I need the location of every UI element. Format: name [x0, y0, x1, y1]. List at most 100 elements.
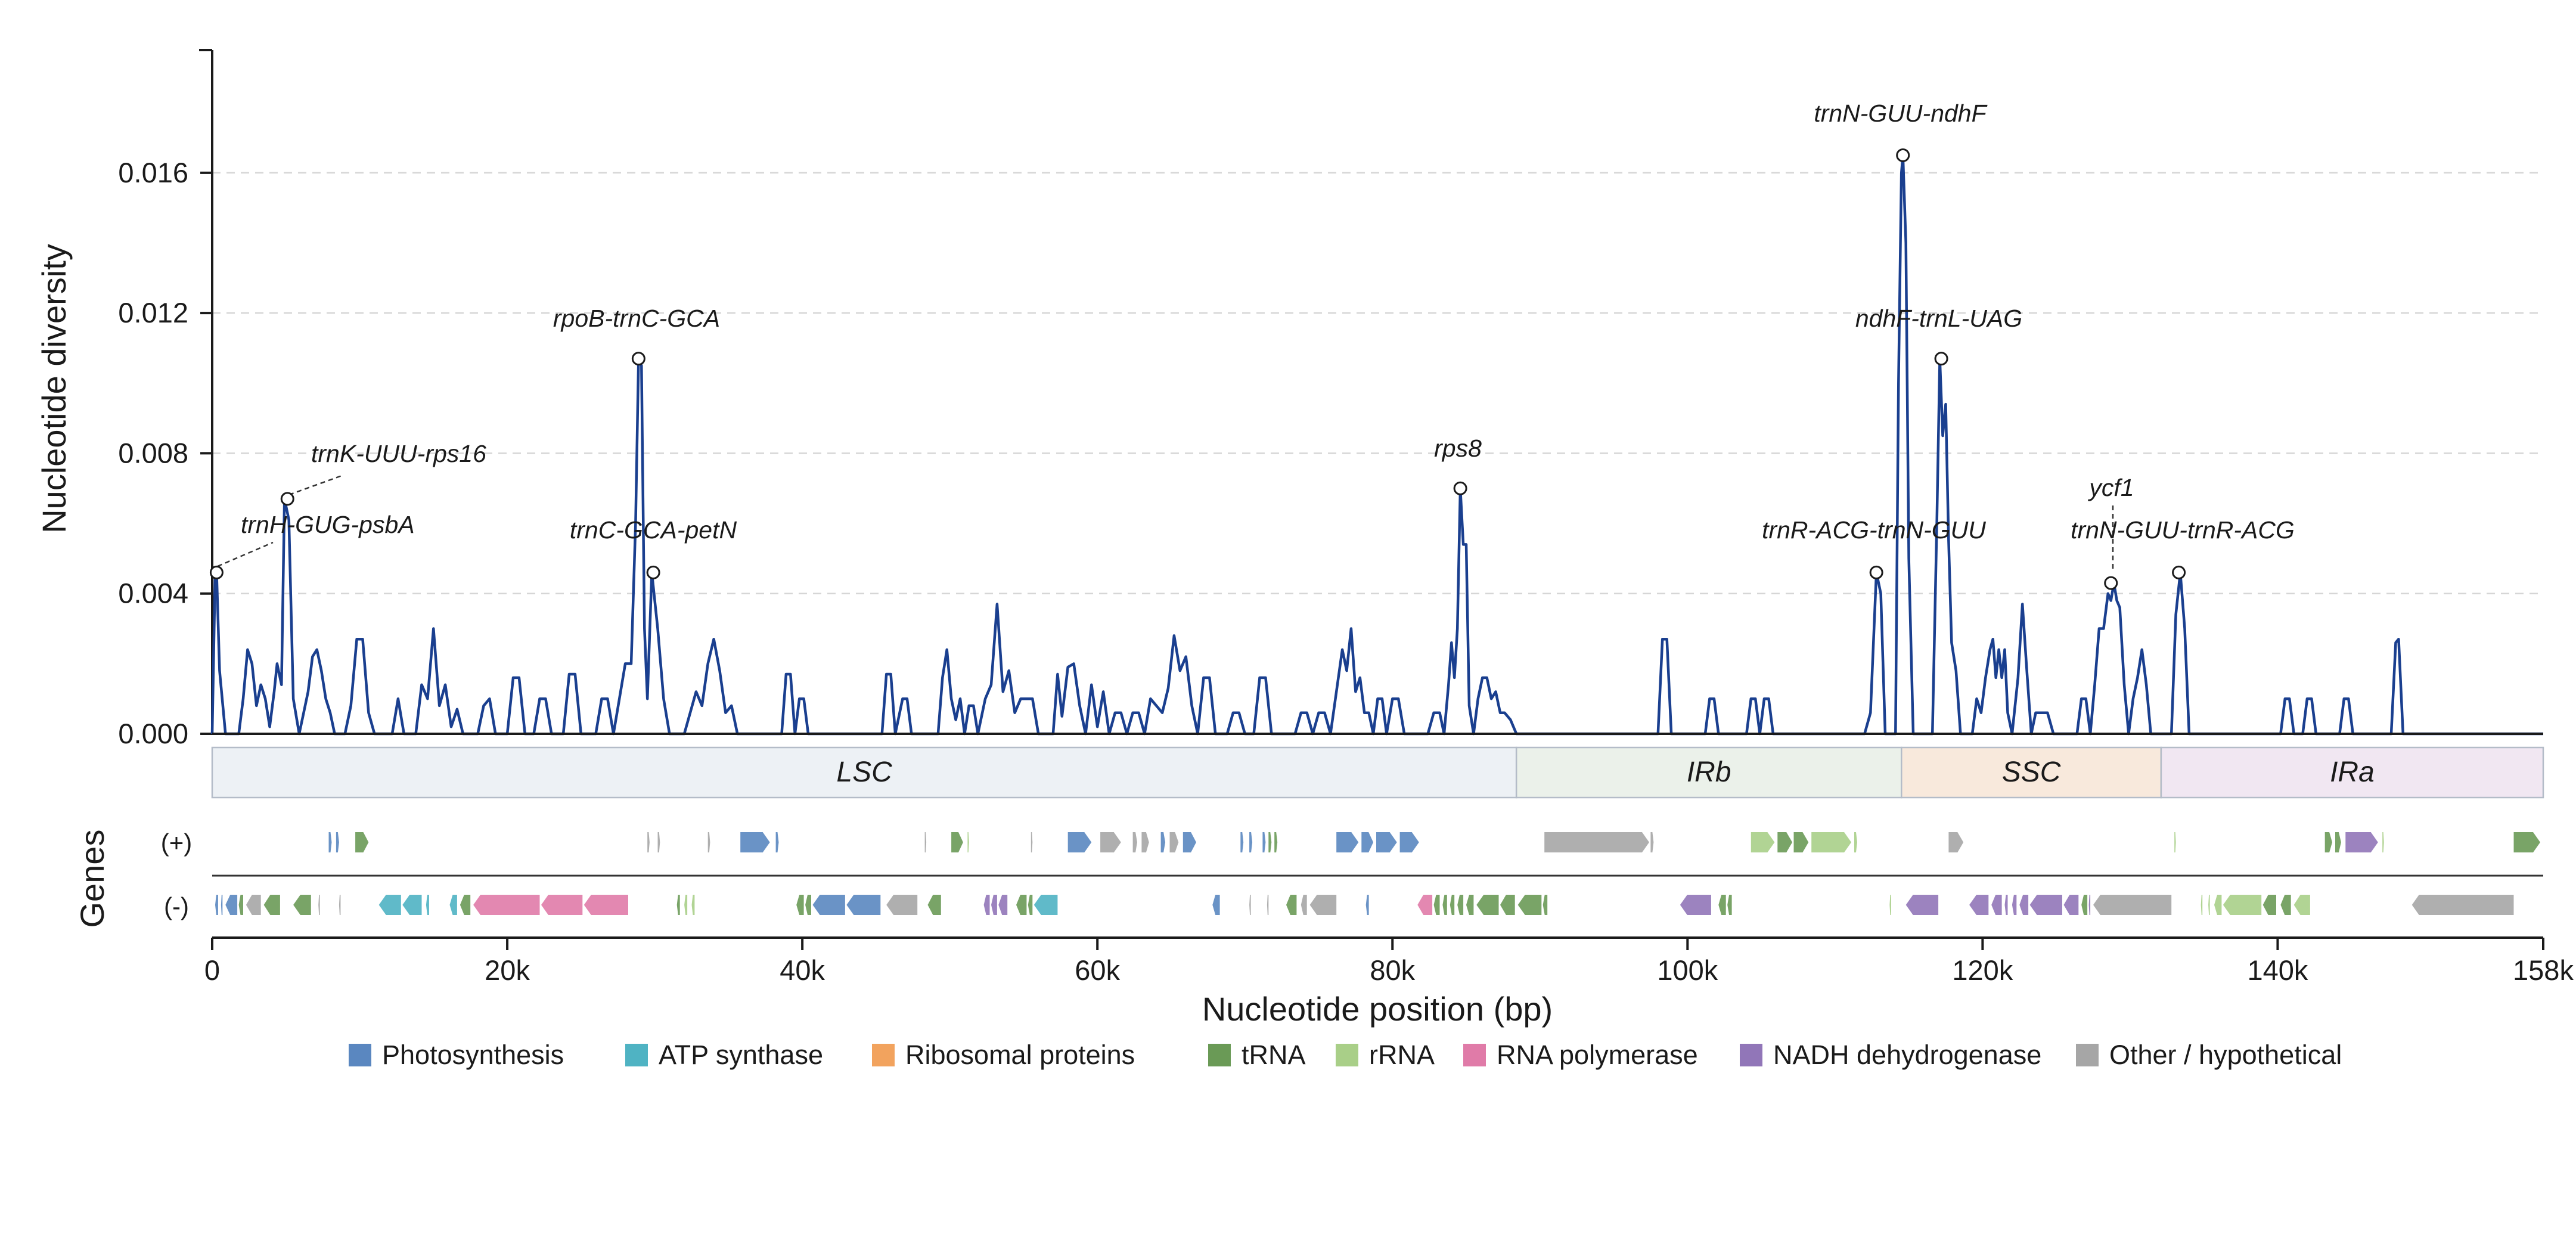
- peak-marker: [209, 565, 224, 579]
- peak-marker: [2172, 565, 2186, 579]
- peak-marker: [1453, 481, 1467, 495]
- gene-arrow: [1169, 832, 1179, 852]
- gene-arrow: [426, 895, 429, 915]
- peak-label: trnN-GUU-trnR-ACG: [2071, 516, 2295, 544]
- gene-arrow: [924, 832, 927, 852]
- region-label: SSC: [2002, 756, 2061, 788]
- peak-marker: [631, 352, 645, 366]
- peak-annotations: trnH-GUG-psbA trnK-UUU-rps16 rpoB-trnC-GCA…: [209, 100, 2295, 590]
- x-tick-label: 0: [204, 954, 220, 986]
- legend-swatch: [625, 1044, 648, 1066]
- gene-arrow: [927, 895, 941, 915]
- gene-arrow: [1268, 832, 1272, 852]
- gene-arrow: [1751, 832, 1775, 852]
- gene-arrow: [1301, 895, 1307, 915]
- gene-arrow: [796, 895, 804, 915]
- gene-arrow: [339, 895, 341, 915]
- gene-arrow: [691, 895, 695, 915]
- region-bar: LSC IRb SSC IRa: [211, 746, 2544, 799]
- peak-label: trnN-GUU-ndhF: [1814, 100, 1987, 127]
- gene-arrow: [1160, 832, 1166, 852]
- legend-label: tRNA: [1242, 1040, 1306, 1070]
- region-label: IRa: [2330, 756, 2375, 788]
- genes-label: Genes: [73, 830, 111, 928]
- gene-arrow: [1286, 895, 1297, 915]
- x-axis: 0 20k 40k 60k 80k 100k 120k 140k 158k: [204, 938, 2574, 986]
- gene-arrow: [967, 832, 969, 852]
- gene-arrow: [1183, 832, 1196, 852]
- y-tick-label: 0.012: [118, 297, 188, 328]
- gene-arrow: [1433, 895, 1440, 915]
- gene-arrow: [1442, 895, 1447, 915]
- legend-item: rRNA: [1336, 1040, 1435, 1070]
- gene-arrow: [2208, 895, 2210, 915]
- legend-label: Photosynthesis: [382, 1040, 564, 1070]
- y-axis-label: Nucleotide diversity: [35, 244, 73, 534]
- annotation-leader: [217, 541, 274, 567]
- legend-label: Other / hypothetical: [2109, 1040, 2342, 1070]
- gene-arrow: [1948, 832, 1964, 852]
- gene-arrow: [1376, 832, 1397, 852]
- gene-arrow: [1680, 895, 1711, 915]
- peak-label: ndhF-trnL-UAG: [1855, 305, 2022, 332]
- gene-arrow: [2012, 895, 2017, 915]
- annotation-leader: [288, 474, 344, 496]
- gene-arrow: [1336, 832, 1359, 852]
- gene-arrow: [1267, 895, 1269, 915]
- gene-arrow: [2335, 832, 2341, 852]
- gene-arrow: [1309, 895, 1337, 915]
- gene-arrow: [846, 895, 881, 915]
- gene-arrow: [1476, 895, 1499, 915]
- gene-arrow: [2019, 895, 2029, 915]
- gene-arrow: [2174, 832, 2176, 852]
- gene-arrow: [584, 895, 628, 915]
- gene-arrow: [225, 895, 238, 915]
- gene-arrow: [991, 895, 997, 915]
- gene-arrow: [1249, 895, 1251, 915]
- gene-arrow: [1274, 832, 1278, 852]
- gene-arrow: [355, 832, 369, 852]
- peak-label: ycf1: [2087, 474, 2134, 501]
- gene-arrow: [2382, 832, 2384, 852]
- gene-arrow: [460, 895, 471, 915]
- legend-label: rRNA: [1369, 1040, 1435, 1070]
- peak-label: rps8: [1434, 435, 1482, 462]
- x-tick-label: 140k: [2247, 954, 2308, 986]
- peak-label: trnK-UUU-rps16: [311, 440, 486, 467]
- gene-arrow: [1991, 895, 2002, 915]
- y-axis: 0.000 0.004 0.008 0.012 0.016: [118, 49, 213, 749]
- gridlines: [212, 172, 2543, 594]
- legend-swatch: [872, 1044, 895, 1066]
- gene-arrow: [263, 895, 280, 915]
- gene-arrow: [473, 895, 540, 915]
- region-label: LSC: [836, 756, 892, 788]
- gene-arrow: [449, 895, 457, 915]
- y-tick-label: 0.008: [118, 437, 188, 469]
- gene-arrow: [1969, 895, 1989, 915]
- legend-swatch: [1463, 1044, 1486, 1066]
- gene-arrow: [1361, 832, 1374, 852]
- gene-arrow: [951, 832, 963, 852]
- region-label: IRb: [1687, 756, 1731, 788]
- gene-arrow: [1132, 832, 1137, 852]
- strand-plus-label: (+): [161, 829, 193, 857]
- gene-arrow: [215, 895, 218, 915]
- gene-arrow: [2063, 895, 2079, 915]
- gene-arrow: [1240, 832, 1244, 852]
- peak-label: trnR-ACG-trnN-GUU: [1762, 516, 1986, 544]
- gene-arrow: [2004, 895, 2008, 915]
- region-block: [211, 746, 1517, 799]
- gene-arrow: [812, 895, 845, 915]
- gene-arrow: [2029, 895, 2062, 915]
- gene-arrow: [2324, 832, 2332, 852]
- gene-arrow: [2201, 895, 2203, 915]
- legend-swatch: [2076, 1044, 2099, 1066]
- gene-arrow: [647, 832, 650, 852]
- gene-arrow: [684, 895, 688, 915]
- gene-arrow: [775, 832, 779, 852]
- gene-arrow: [2513, 832, 2540, 852]
- gene-arrow: [238, 895, 243, 915]
- y-tick-label: 0.000: [118, 718, 188, 749]
- gene-arrow: [983, 895, 990, 915]
